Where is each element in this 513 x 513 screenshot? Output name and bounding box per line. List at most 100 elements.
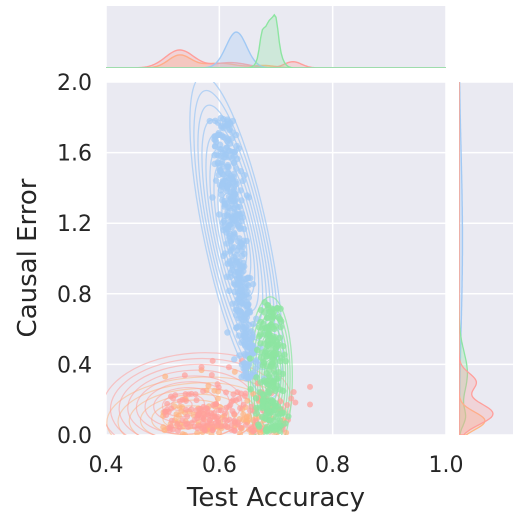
y-tick-labels: 0.0 0.4 0.8 1.2 1.6 2.0 xyxy=(57,71,92,449)
green-point xyxy=(252,395,260,402)
blue-point xyxy=(218,124,225,131)
green-point xyxy=(276,427,283,435)
blue-point xyxy=(232,190,239,198)
blue-point xyxy=(238,197,245,204)
green-point xyxy=(263,409,271,416)
green-point xyxy=(263,325,271,332)
blue-point xyxy=(245,328,253,335)
green-point xyxy=(257,331,264,338)
green-point xyxy=(261,377,268,384)
green-point xyxy=(278,410,286,417)
green-point xyxy=(275,419,282,427)
red-point xyxy=(198,364,205,371)
red-point xyxy=(224,423,231,430)
green-point xyxy=(258,413,266,421)
green-point xyxy=(255,421,262,428)
orange-point xyxy=(214,395,221,402)
blue-point xyxy=(233,324,240,331)
green-point xyxy=(264,423,271,431)
blue-point xyxy=(233,210,240,218)
right-marginal-kde xyxy=(459,82,494,435)
blue-point xyxy=(253,315,260,322)
red-point xyxy=(222,410,229,417)
red-point xyxy=(242,421,249,428)
red-point xyxy=(217,407,224,414)
y-tick-label: 0.4 xyxy=(57,353,92,378)
blue-point xyxy=(223,121,231,129)
x-tick-label: 0.6 xyxy=(202,453,237,478)
blue-point xyxy=(237,187,244,194)
top-marginal-kde xyxy=(106,13,446,68)
blue-point xyxy=(234,204,241,211)
red-point xyxy=(193,397,200,404)
blue-point xyxy=(217,152,225,160)
green-point xyxy=(257,340,264,347)
x-axis-label: Test Accuracy xyxy=(186,483,365,513)
blue-point xyxy=(235,332,242,339)
red-point xyxy=(194,415,201,422)
red-point xyxy=(231,417,238,424)
green-point xyxy=(263,370,270,377)
green-point xyxy=(264,342,272,349)
red-point xyxy=(240,401,247,408)
red-right-kde xyxy=(459,82,494,435)
blue-point xyxy=(236,278,243,286)
blue-point xyxy=(239,177,247,185)
green-point xyxy=(267,334,275,341)
green-point xyxy=(257,306,265,314)
red-point xyxy=(241,393,248,400)
blue-point xyxy=(211,152,218,159)
blue-point xyxy=(240,225,248,233)
blue-point xyxy=(215,211,223,218)
blue-point xyxy=(243,310,250,317)
green-point xyxy=(246,355,254,362)
orange-point xyxy=(205,382,212,389)
blue-point xyxy=(233,180,240,187)
red-point xyxy=(164,400,171,407)
blue-point xyxy=(238,293,246,300)
blue-point xyxy=(226,153,233,161)
green-point xyxy=(285,413,292,420)
blue-point xyxy=(232,216,239,223)
y-axis-label: Causal Error xyxy=(13,178,43,337)
red-point xyxy=(211,413,218,420)
red-point xyxy=(231,427,238,434)
blue-point xyxy=(239,214,246,221)
orange-point xyxy=(243,413,250,420)
green-point xyxy=(275,369,282,376)
blue-right-kde xyxy=(459,82,464,435)
red-point xyxy=(247,407,254,414)
orange-point xyxy=(231,368,238,375)
green-right-kde xyxy=(459,82,469,435)
blue-point xyxy=(212,117,219,125)
blue-point xyxy=(233,311,240,319)
red-point xyxy=(179,417,186,424)
green-point xyxy=(269,323,276,331)
blue-point xyxy=(231,356,238,363)
red-point xyxy=(185,391,192,398)
blue-point xyxy=(224,208,231,215)
y-tick-label: 0.8 xyxy=(57,283,92,308)
orange-point xyxy=(194,430,201,435)
blue-point xyxy=(247,344,255,351)
blue-point xyxy=(242,317,250,324)
x-tick-label: 1.0 xyxy=(429,453,464,478)
red-point xyxy=(185,423,192,430)
blue-point xyxy=(234,269,242,276)
top-marginal-grid xyxy=(105,6,447,68)
blue-point xyxy=(206,117,213,125)
x-tick-labels: 0.4 0.6 0.8 1.0 xyxy=(89,453,464,478)
green-point xyxy=(275,350,282,358)
red-point xyxy=(228,398,235,405)
green-point xyxy=(280,387,287,395)
red-point xyxy=(209,423,216,430)
blue-point xyxy=(225,175,233,182)
red-point xyxy=(196,405,203,412)
orange-point xyxy=(173,411,180,418)
y-tick-label: 1.6 xyxy=(57,142,92,167)
blue-point xyxy=(242,285,249,292)
blue-point xyxy=(249,280,257,288)
blue-point xyxy=(224,224,231,232)
red-point xyxy=(183,406,190,413)
red-point xyxy=(166,426,173,433)
